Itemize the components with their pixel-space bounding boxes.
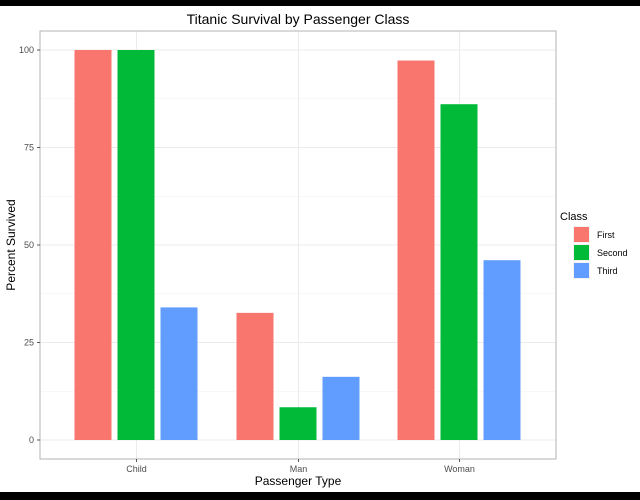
legend-swatch-second [574,245,589,260]
y-tick-label: 100 [19,45,34,55]
legend-label-second: Second [597,248,628,258]
legend-swatch-first [574,227,589,242]
bar-woman-second [440,104,478,441]
legend-swatch-third [574,263,589,278]
legend-label-first: First [597,230,615,240]
legend-label-third: Third [597,266,618,276]
bar-woman-first [397,60,435,440]
chart-title: Titanic Survival by Passenger Class [187,11,410,27]
bar-man-third [322,376,360,440]
y-tick-label: 75 [24,143,34,153]
x-tick-label: Woman [444,464,475,474]
y-tick-label: 25 [24,338,34,348]
x-tick-label: Man [290,464,308,474]
x-tick-label: Child [126,464,147,474]
bar-child-second [117,50,155,440]
bar-man-first [236,312,274,440]
chart-canvas: 0 25 50 75 100 Child Man Woman Titanic Survival … [0,6,640,492]
bar-man-second [279,407,317,440]
y-tick-label: 0 [29,435,34,445]
y-axis-label: Percent Survived [4,199,18,290]
bar-chart: 0 25 50 75 100 Child Man Woman Titanic Survival … [4,11,628,488]
bar-child-third [160,307,198,440]
bar-woman-third [483,260,521,440]
x-axis-label: Passenger Type [255,474,342,488]
bar-child-first [74,50,112,440]
legend-title: Class [560,211,588,223]
y-tick-label: 50 [24,240,34,250]
